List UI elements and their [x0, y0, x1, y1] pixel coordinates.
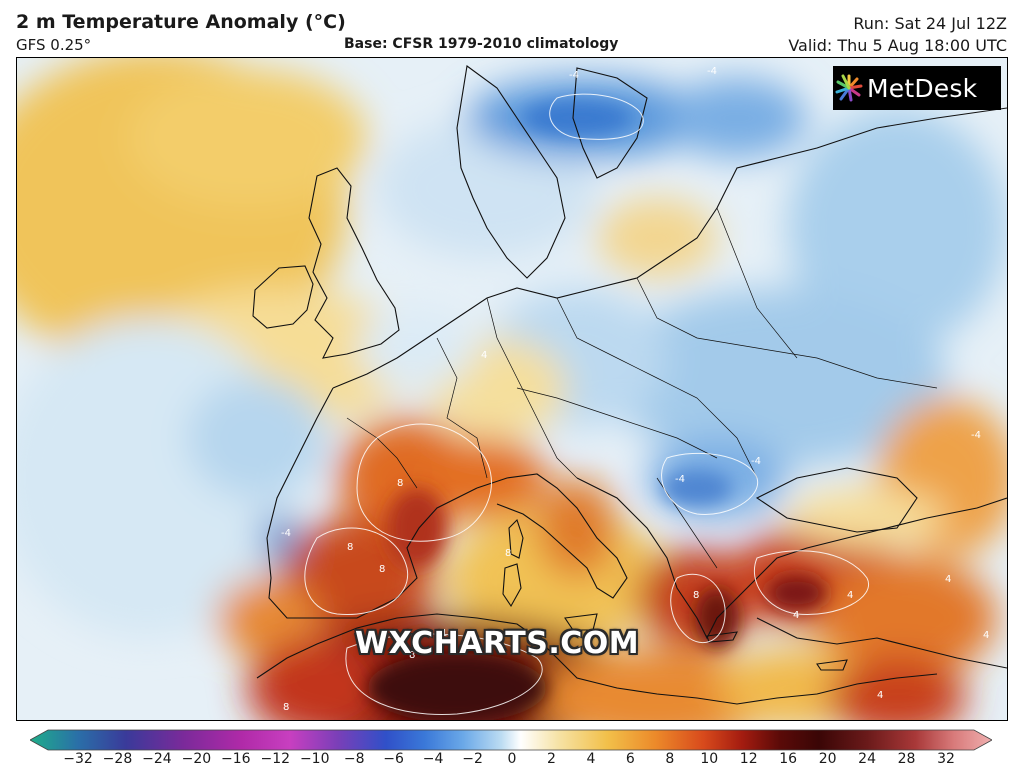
- model-label: GFS 0.25°: [16, 36, 92, 54]
- colorbar-tick-label: 16: [779, 751, 798, 767]
- colorbar-tick-label: 4: [586, 751, 596, 767]
- valid-time-label: Valid: Thu 5 Aug 18:00 UTC: [788, 36, 1007, 55]
- contour-label: 8: [397, 478, 403, 489]
- country-borders: [346, 207, 938, 569]
- contour-label: 4: [983, 630, 989, 641]
- contour-label: 8: [409, 650, 415, 661]
- anomaly-field: [17, 58, 1007, 720]
- colorbar-tick-label: 12: [739, 751, 758, 767]
- contour-label: -4: [751, 456, 761, 467]
- metdesk-logo: MetDesk: [833, 66, 1001, 110]
- wxcharts-watermark: WXCHARTS.COM: [355, 626, 640, 661]
- chart-title: 2 m Temperature Anomaly (°C): [16, 11, 346, 33]
- colorbar: [30, 729, 992, 751]
- metdesk-starburst-icon: [835, 74, 863, 102]
- contour-label: -4: [971, 430, 981, 441]
- colorbar-tick-label: −16: [221, 751, 251, 767]
- colorbar-tick-label: −12: [260, 751, 291, 767]
- colorbar-tick-label: 24: [858, 751, 876, 767]
- climatology-base-label: Base: CFSR 1979-2010 climatology: [344, 36, 619, 52]
- contour-label: 8: [347, 542, 353, 553]
- anomaly-contours: [304, 93, 870, 715]
- colorbar-tick-label: −20: [181, 751, 212, 767]
- colorbar-tick-label: −8: [343, 751, 365, 767]
- colorbar-tick-label: −2: [462, 751, 483, 767]
- contour-label-group: -4 -4 -4 -4 -4 -4 4 4 4 4 4 8 8 8 8 8 8 …: [281, 66, 989, 713]
- contour-label: -4: [281, 528, 291, 539]
- contour-label: 8: [693, 590, 699, 601]
- colorbar-tick-label: 8: [665, 751, 675, 767]
- contour-label: 4: [481, 350, 487, 361]
- colorbar-tick-label: −32: [63, 751, 93, 767]
- colorbar-tick-label: 6: [625, 751, 635, 767]
- colorbar-tick-label: 20: [818, 751, 837, 767]
- contour-label: 4: [793, 610, 799, 621]
- contour-label: 8: [283, 702, 289, 713]
- contour-label: 4: [945, 574, 951, 585]
- contour-label: -4: [707, 66, 717, 77]
- logo-text: MetDesk: [867, 73, 978, 103]
- map-canvas: -4 -4 -4 -4 -4 -4 4 4 4 4 4 8 8 8 8 8 8 …: [17, 58, 1007, 720]
- run-time-label: Run: Sat 24 Jul 12Z: [853, 14, 1007, 33]
- colorbar-tick-label: 2: [546, 751, 556, 767]
- colorbar-tick-label: 32: [937, 751, 955, 767]
- colorbar-gradient: [30, 729, 992, 751]
- colorbar-tick-label: −6: [383, 751, 404, 767]
- colorbar-tick-label: −10: [299, 751, 330, 767]
- contour-label: 8: [379, 564, 385, 575]
- colorbar-tick-label: −28: [102, 751, 133, 767]
- colorbar-tick-label: −24: [142, 751, 172, 767]
- colorbar-tick-label: 0: [507, 751, 517, 767]
- colorbar-tick-label: 10: [700, 751, 719, 767]
- contour-label: 8: [505, 548, 511, 559]
- contour-label: 4: [877, 690, 883, 701]
- contour-label: 4: [847, 590, 853, 601]
- temperature-anomaly-map: -4 -4 -4 -4 -4 -4 4 4 4 4 4 8 8 8 8 8 8 …: [16, 57, 1008, 721]
- colorbar-tick-labels: −32 −28 −24 −20 −16 −12 −10 −8 −6 −4 −2 0 2 4 6 8 10 12 16…: [0, 751, 1024, 773]
- colorbar-tick-label: 28: [897, 751, 916, 767]
- contour-label: 12: [441, 628, 454, 639]
- anomaly-cores: [367, 100, 827, 720]
- colorbar-tick-label: −4: [422, 751, 444, 767]
- contour-label: -4: [569, 70, 579, 81]
- contour-label: -4: [675, 474, 685, 485]
